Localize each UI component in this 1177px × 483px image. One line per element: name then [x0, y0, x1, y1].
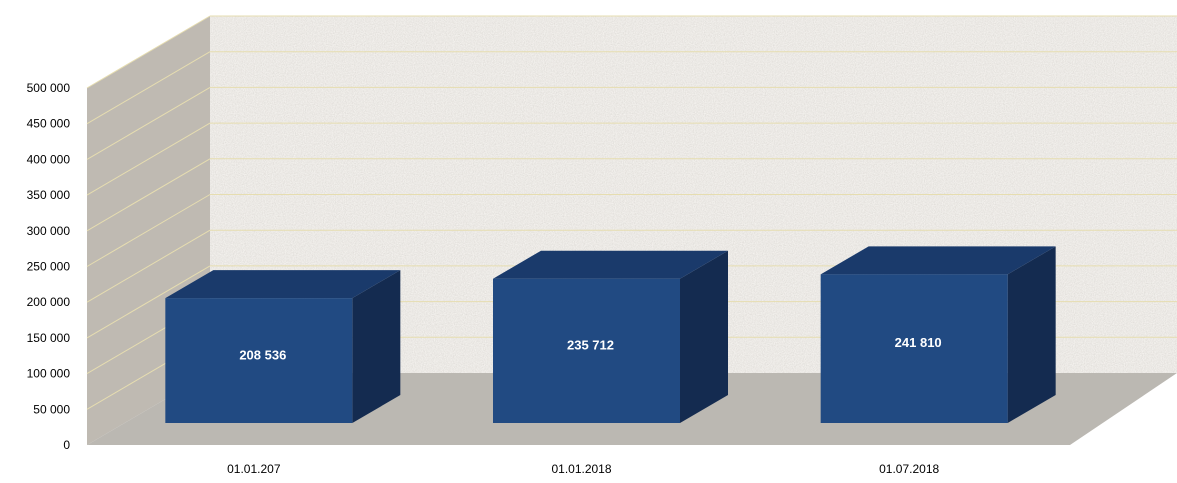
bar: 235 712	[493, 250, 728, 423]
y-tick-label: 450 000	[27, 117, 71, 131]
bar-front	[493, 278, 680, 423]
gridline-side	[86, 158, 211, 232]
y-tick-label: 50 000	[33, 402, 70, 416]
gridline-side	[86, 229, 211, 303]
gridline-side	[86, 194, 211, 267]
bar-value-label: 235 712	[567, 337, 614, 352]
y-axis: 0 50 000 100 000 150 000 200 000 250 000 300 0…	[27, 81, 71, 452]
y-tick-label: 300 000	[27, 224, 71, 238]
bar-front	[820, 274, 1008, 423]
gridline-side	[86, 51, 211, 125]
x-tick-label: 01.01.2018	[551, 462, 611, 476]
y-tick-label: 400 000	[27, 152, 71, 166]
bar-top	[820, 246, 1056, 275]
y-tick-label: 100 000	[27, 367, 71, 381]
bars: 208 536 235 712 241 810	[165, 246, 1056, 423]
y-tick-label: 250 000	[27, 260, 71, 274]
gridline-side	[86, 122, 211, 196]
x-axis: 01.01.207 01.01.2018 01.07.2018	[227, 462, 939, 476]
bar-side	[352, 270, 401, 423]
bar-side	[680, 250, 728, 423]
gridline-side	[86, 265, 211, 339]
y-tick-label: 350 000	[27, 188, 71, 202]
y-tick-label: 0	[63, 438, 70, 452]
gridline-side	[86, 86, 211, 160]
bar-top	[165, 270, 401, 299]
bar-value-label: 208 536	[239, 347, 286, 362]
bar-top	[493, 250, 728, 279]
bar-side	[1007, 246, 1056, 423]
bar-front	[165, 298, 353, 423]
bar: 208 536	[165, 270, 401, 423]
y-tick-label: 500 000	[27, 81, 71, 95]
y-tick-label: 200 000	[27, 295, 71, 309]
x-tick-label: 01.01.207	[227, 462, 281, 476]
bar-value-label: 241 810	[895, 335, 942, 350]
x-tick-label: 01.07.2018	[879, 462, 939, 476]
bar: 241 810	[820, 246, 1056, 423]
y-tick-label: 150 000	[27, 331, 71, 345]
gridline-side	[86, 15, 211, 89]
